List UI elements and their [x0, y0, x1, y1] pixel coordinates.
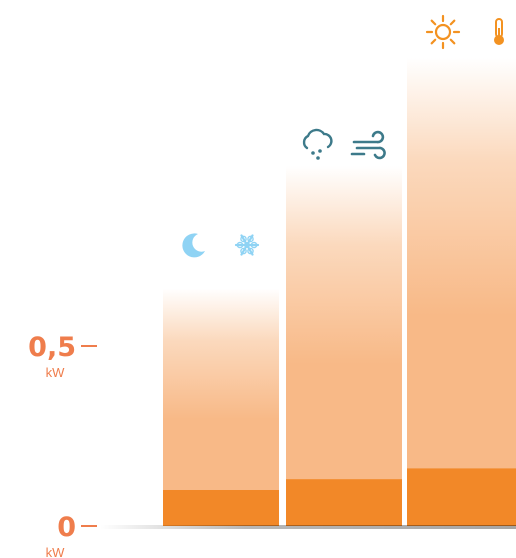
wind-icon	[350, 130, 386, 160]
bar-base-sun-heat	[407, 468, 516, 526]
bars-layer	[163, 58, 516, 526]
bar-total-sun-heat	[407, 58, 516, 526]
bar-total-rain-wind	[286, 166, 402, 526]
y-axis: 0,5 kW 0 kW	[28, 332, 97, 558]
rain-cloud-icon	[302, 128, 333, 160]
bar-total-night-cold	[163, 288, 279, 526]
snowflake-icon	[234, 234, 260, 256]
y-tick-label: 0,5	[28, 332, 76, 363]
sun-icon	[425, 14, 461, 50]
bar-base-rain-wind	[286, 479, 402, 526]
bar-night-cold	[163, 288, 279, 526]
y-tick-unit: kW	[46, 365, 66, 380]
bar-sun-heat	[407, 58, 516, 526]
thermometer-icon	[494, 18, 504, 45]
baseline-line	[100, 525, 516, 529]
moon-icon	[182, 233, 205, 258]
baseline-shadow	[100, 525, 516, 529]
bar-base-night-cold	[163, 490, 279, 526]
weather-icons-layer	[182, 14, 504, 258]
y-tick-0: 0,5 kW	[28, 332, 97, 380]
bar-rain-wind	[286, 166, 402, 526]
y-tick-unit: kW	[46, 545, 66, 558]
y-tick-label: 0	[57, 512, 76, 543]
y-tick-1: 0 kW	[46, 512, 97, 558]
